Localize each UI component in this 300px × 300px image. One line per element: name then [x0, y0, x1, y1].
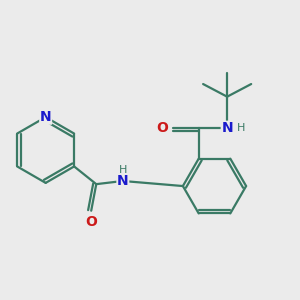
Text: O: O	[85, 215, 97, 229]
Text: N: N	[221, 121, 233, 135]
Text: H: H	[118, 165, 127, 175]
Text: O: O	[157, 121, 168, 135]
Text: N: N	[40, 110, 52, 124]
Text: N: N	[117, 174, 129, 188]
Text: H: H	[237, 123, 245, 133]
